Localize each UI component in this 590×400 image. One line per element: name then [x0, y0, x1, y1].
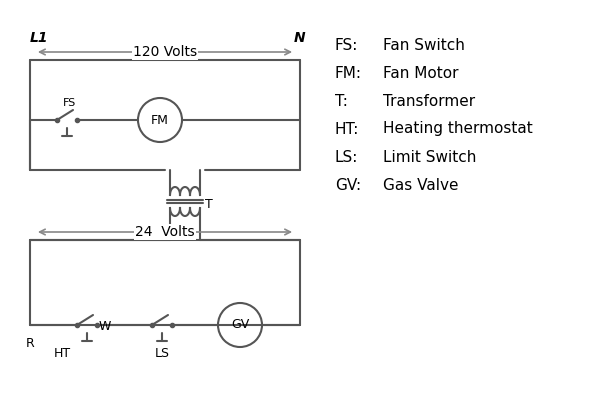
- Text: 24  Volts: 24 Volts: [135, 225, 195, 239]
- Text: GV:: GV:: [335, 178, 361, 192]
- Text: Fan Switch: Fan Switch: [383, 38, 465, 52]
- Text: FS:: FS:: [335, 38, 358, 52]
- Text: LS:: LS:: [335, 150, 358, 164]
- Text: T: T: [205, 198, 213, 212]
- Text: Heating thermostat: Heating thermostat: [383, 122, 533, 136]
- Text: T:: T:: [335, 94, 348, 108]
- Text: W: W: [99, 320, 112, 334]
- Text: GV: GV: [231, 318, 249, 332]
- Text: FS: FS: [63, 98, 76, 108]
- Text: R: R: [25, 337, 34, 350]
- Text: L1: L1: [30, 31, 48, 45]
- Text: Limit Switch: Limit Switch: [383, 150, 476, 164]
- Text: FM:: FM:: [335, 66, 362, 80]
- Text: FM: FM: [151, 114, 169, 126]
- Text: 120 Volts: 120 Volts: [133, 45, 197, 59]
- Text: Transformer: Transformer: [383, 94, 475, 108]
- Text: LS: LS: [155, 347, 169, 360]
- Text: Gas Valve: Gas Valve: [383, 178, 458, 192]
- Text: Fan Motor: Fan Motor: [383, 66, 458, 80]
- Text: HT: HT: [54, 347, 71, 360]
- Text: HT:: HT:: [335, 122, 359, 136]
- Text: N: N: [294, 31, 306, 45]
